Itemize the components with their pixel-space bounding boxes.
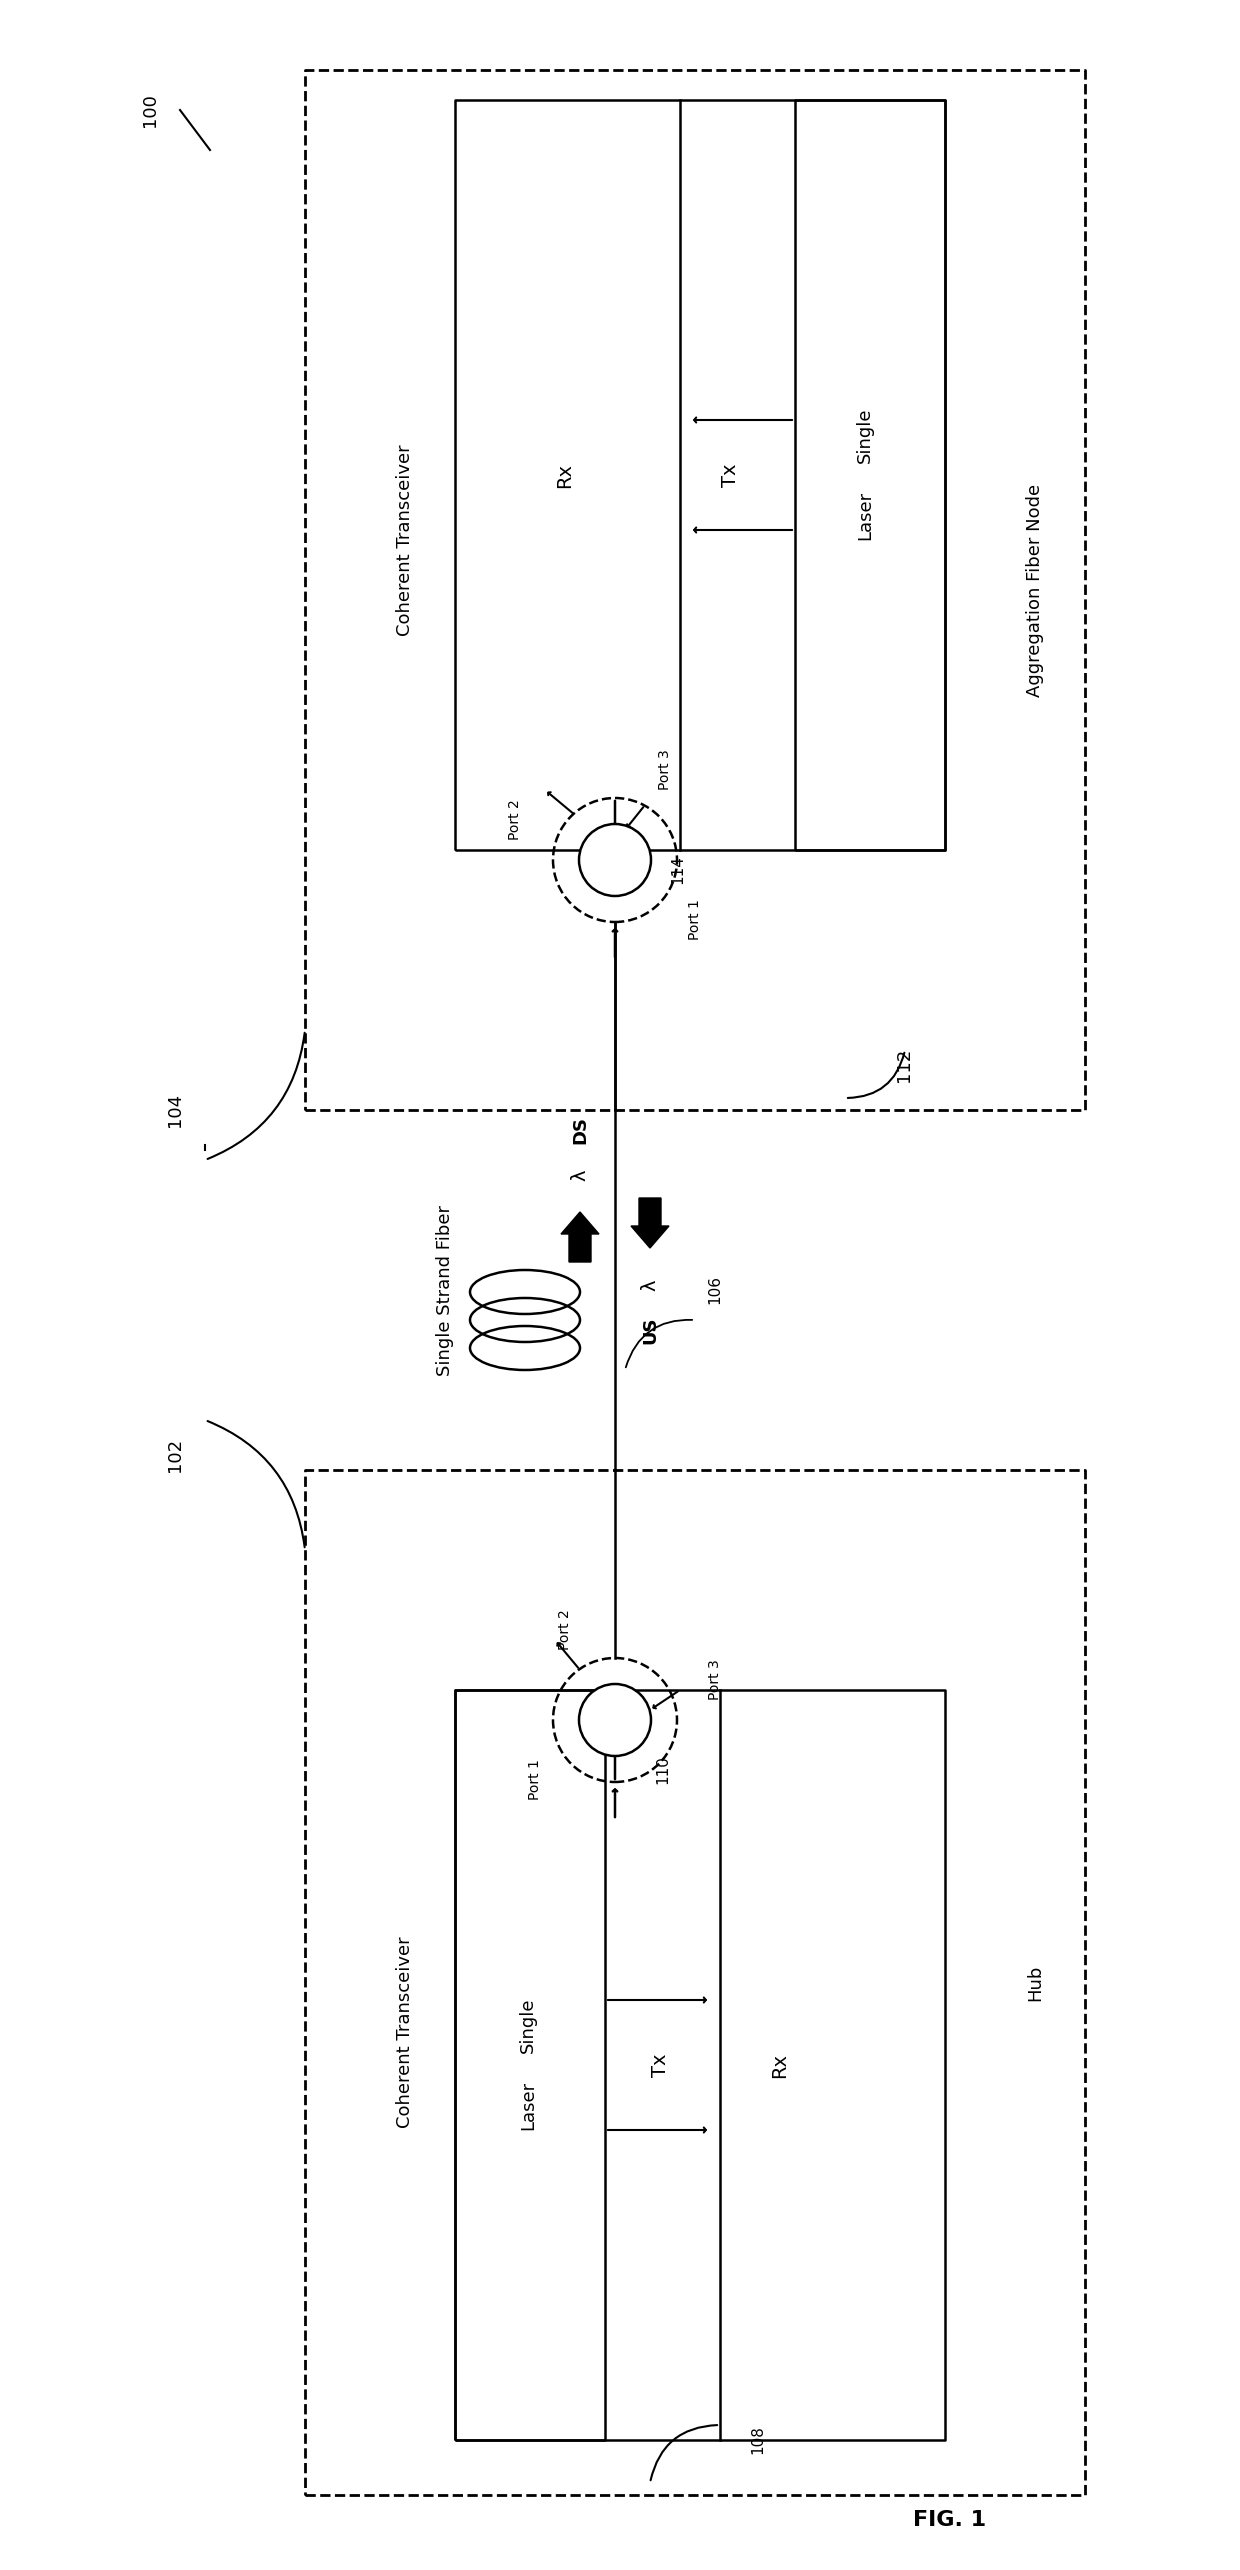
Text: 102: 102	[166, 1439, 184, 1473]
Text: Single: Single	[520, 1997, 537, 2053]
Text: Laser: Laser	[520, 2082, 537, 2131]
Text: Tx: Tx	[651, 2053, 670, 2077]
Text: 106: 106	[708, 1275, 723, 1306]
Text: Hub: Hub	[1025, 1963, 1044, 1999]
Text: Port 2: Port 2	[508, 799, 522, 840]
Circle shape	[579, 825, 651, 897]
Text: Aggregation Fiber Node: Aggregation Fiber Node	[1025, 483, 1044, 696]
Text: Port 3: Port 3	[658, 750, 672, 792]
Text: FIG. 1: FIG. 1	[914, 2511, 987, 2529]
Text: 108: 108	[750, 2426, 765, 2454]
Text: US: US	[641, 1316, 658, 1344]
Text: λ: λ	[570, 1169, 589, 1180]
Text: Port 1: Port 1	[688, 899, 702, 941]
Polygon shape	[631, 1198, 670, 1249]
Text: Port 1: Port 1	[528, 1760, 542, 1802]
Text: Laser: Laser	[856, 491, 874, 540]
Circle shape	[579, 1683, 651, 1755]
Text: Port 3: Port 3	[708, 1660, 722, 1701]
Text: Single Strand Fiber: Single Strand Fiber	[436, 1205, 454, 1375]
Text: 114: 114	[670, 856, 684, 884]
Text: Rx: Rx	[556, 463, 574, 488]
Text: Tx: Tx	[720, 463, 739, 486]
Text: 104: 104	[166, 1092, 184, 1128]
Text: 100: 100	[141, 93, 159, 126]
Polygon shape	[560, 1213, 599, 1262]
Text: DS: DS	[570, 1115, 589, 1144]
Text: Single: Single	[856, 406, 874, 463]
Text: Coherent Transceiver: Coherent Transceiver	[396, 1938, 414, 2128]
Text: 112: 112	[895, 1049, 913, 1082]
Text: 110: 110	[655, 1755, 670, 1784]
Text: Coherent Transceiver: Coherent Transceiver	[396, 445, 414, 635]
Text: λ: λ	[641, 1280, 660, 1290]
Text: Rx: Rx	[770, 2053, 790, 2077]
Text: Port 2: Port 2	[558, 1609, 572, 1650]
